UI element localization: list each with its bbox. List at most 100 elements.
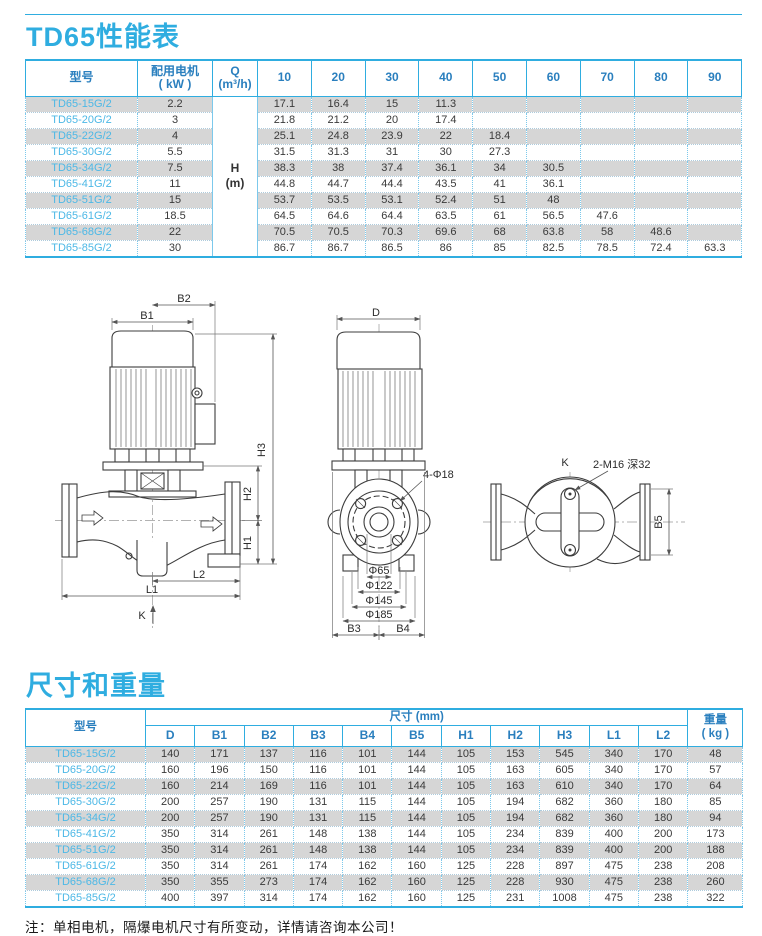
dimension-value-cell: 475 bbox=[588, 858, 639, 875]
performance-table: 型号 配用电机 ( kW ) Q (m³/h) 10 20 30 40 50 6… bbox=[25, 59, 743, 258]
motor-power-cell: 22 bbox=[137, 224, 213, 241]
dimension-value-cell: 475 bbox=[588, 890, 639, 907]
performance-row: TD65-41G/2 11 44.8 44.7 44.4 43.5 41 36.1 bbox=[25, 176, 743, 193]
model-cell: TD65-41G/2 bbox=[25, 176, 138, 193]
model-cell: TD65-68G/2 bbox=[25, 874, 146, 891]
head-value-cell bbox=[633, 160, 689, 177]
col-header-dim-b1: B1 bbox=[194, 724, 245, 747]
dimension-row: TD65-51G/2 350 314 261 148 138 144 105 234 839 400… bbox=[25, 842, 744, 859]
col-header-dim-b5: B5 bbox=[391, 724, 442, 747]
dimensions-header-row2: D B1 B2 B3 B4 B5 H1 H2 H3 L1 L2 bbox=[26, 724, 743, 747]
model-cell: TD65-41G/2 bbox=[25, 826, 146, 843]
dimension-value-cell: 160 bbox=[391, 874, 442, 891]
dimensions-title: 尺寸和重量 bbox=[26, 670, 166, 701]
dim-label-k-side: K bbox=[138, 610, 146, 622]
model-cell: TD65-20G/2 bbox=[25, 112, 138, 129]
head-value-cell: 21.2 bbox=[310, 112, 366, 129]
col-header-weight: 重量 ( kg ) bbox=[687, 708, 744, 747]
head-value-cell bbox=[472, 96, 527, 113]
dimension-value-cell: 196 bbox=[194, 762, 245, 779]
col-header-q40: 40 bbox=[418, 59, 474, 97]
dim-label-phi122: Φ122 bbox=[365, 580, 392, 592]
head-value-cell bbox=[687, 128, 743, 145]
dimensions-table: 型号 尺寸 (mm) 重量 ( kg ) D B1 B2 B3 B4 B5 H1… bbox=[25, 707, 744, 908]
head-value-cell bbox=[687, 144, 743, 161]
col-header-flow: Q (m³/h) bbox=[212, 59, 258, 97]
col-header-motor-line1: 配用电机 bbox=[150, 63, 199, 78]
head-value-cell: 64.5 bbox=[257, 208, 312, 225]
dimension-value-cell: 144 bbox=[391, 778, 442, 795]
motor-power-cell: 11 bbox=[137, 176, 213, 193]
dimension-value-cell: 314 bbox=[243, 890, 294, 907]
dimension-value-cell: 125 bbox=[440, 890, 492, 907]
dimension-value-cell: 105 bbox=[440, 810, 492, 827]
performance-row: TD65-51G/2 15 53.7 53.5 53.1 52.4 51 48 bbox=[25, 192, 743, 209]
dimension-value-cell: 340 bbox=[588, 762, 639, 779]
dimension-value-cell: 174 bbox=[292, 858, 344, 875]
head-value-cell bbox=[579, 112, 635, 129]
head-value-cell: 17.4 bbox=[418, 112, 474, 129]
technical-drawing-area: B1 B2 H3 H2 H1 L2 L1 K bbox=[25, 272, 742, 664]
dimension-value-cell: 257 bbox=[194, 794, 245, 811]
head-value-cell bbox=[687, 176, 743, 193]
head-value-cell: 44.4 bbox=[364, 176, 420, 193]
model-cell: TD65-51G/2 bbox=[25, 842, 146, 859]
dimension-value-cell: 105 bbox=[440, 762, 492, 779]
col-header-q20: 20 bbox=[310, 59, 366, 97]
head-value-cell bbox=[579, 144, 635, 161]
dimension-value-cell: 228 bbox=[490, 874, 541, 891]
model-cell: TD65-30G/2 bbox=[25, 144, 138, 161]
dimension-value-cell: 839 bbox=[539, 842, 590, 859]
col-header-dim-d: D bbox=[144, 724, 196, 747]
col-header-q50: 50 bbox=[472, 59, 527, 97]
performance-title: TD65性能表 bbox=[26, 22, 181, 52]
head-value-cell: 86.7 bbox=[257, 240, 312, 257]
dimension-value-cell: 194 bbox=[490, 794, 541, 811]
head-value-cell: 30 bbox=[418, 144, 474, 161]
dimension-value-cell: 138 bbox=[342, 826, 393, 843]
dimension-value-cell: 160 bbox=[144, 762, 196, 779]
dimension-value-cell: 314 bbox=[194, 842, 245, 859]
head-value-cell: 11.3 bbox=[418, 96, 474, 113]
head-value-cell: 31 bbox=[364, 144, 420, 161]
dimension-value-cell: 400 bbox=[144, 890, 196, 907]
performance-row: TD65-61G/2 18.5 64.5 64.6 64.4 63.5 61 56.5 47.6 bbox=[25, 208, 743, 225]
col-header-q80: 80 bbox=[633, 59, 689, 97]
model-cell: TD65-22G/2 bbox=[25, 128, 138, 145]
weight-cell: 173 bbox=[687, 826, 744, 843]
head-value-cell: 31.5 bbox=[257, 144, 312, 161]
head-value-cell bbox=[633, 144, 689, 161]
dimension-value-cell: 350 bbox=[144, 874, 196, 891]
head-value-cell bbox=[525, 128, 581, 145]
col-header-dim-b4: B4 bbox=[342, 724, 393, 747]
dimension-value-cell: 116 bbox=[292, 746, 344, 763]
dimension-value-cell: 200 bbox=[144, 794, 196, 811]
head-value-cell: 53.7 bbox=[257, 192, 312, 209]
dimension-value-cell: 101 bbox=[342, 762, 393, 779]
dimension-row: TD65-68G/2 350 355 273 174 162 160 125 228 930 475… bbox=[25, 874, 744, 891]
dimension-value-cell: 144 bbox=[391, 746, 442, 763]
head-value-cell bbox=[525, 96, 581, 113]
head-value-cell: 38 bbox=[310, 160, 366, 177]
col-header-dim-h1: H1 bbox=[440, 724, 492, 747]
dimension-value-cell: 105 bbox=[440, 794, 492, 811]
dimension-value-cell: 397 bbox=[194, 890, 245, 907]
dimension-value-cell: 140 bbox=[144, 746, 196, 763]
dimension-value-cell: 238 bbox=[637, 890, 689, 907]
dimension-value-cell: 355 bbox=[194, 874, 245, 891]
col-header-weight-line1: 重量 bbox=[703, 714, 727, 727]
head-value-cell bbox=[687, 224, 743, 241]
dimension-value-cell: 475 bbox=[588, 874, 639, 891]
top-divider bbox=[25, 14, 742, 15]
dimension-value-cell: 360 bbox=[588, 794, 639, 811]
dim-label-b3: B3 bbox=[347, 623, 360, 635]
head-value-cell: 85 bbox=[472, 240, 527, 257]
top-view-drawing: K 2-M16 深32 B5 bbox=[483, 457, 685, 572]
dimension-row: TD65-34G/2 200 257 190 131 115 144 105 194 682 360… bbox=[25, 810, 744, 827]
head-value-cell bbox=[633, 208, 689, 225]
head-value-cell: 86 bbox=[418, 240, 474, 257]
dimension-value-cell: 261 bbox=[243, 826, 294, 843]
dimension-value-cell: 605 bbox=[539, 762, 590, 779]
dimension-value-cell: 897 bbox=[539, 858, 590, 875]
weight-cell: 208 bbox=[687, 858, 744, 875]
